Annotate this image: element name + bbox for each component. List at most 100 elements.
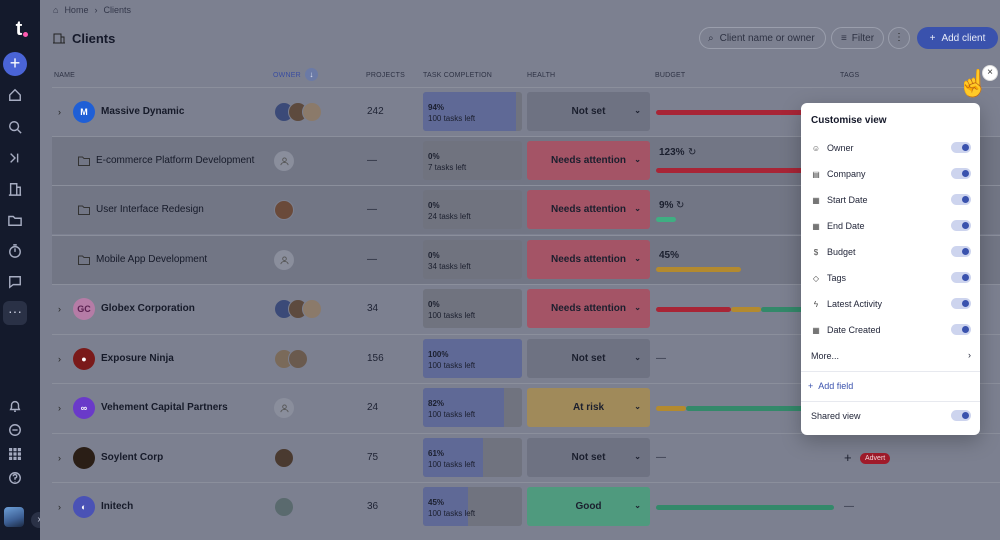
toggle-switch[interactable] xyxy=(951,168,971,179)
health-select[interactable]: Not set ⌄ xyxy=(527,438,650,477)
col-task-completion[interactable]: TASK COMPLETION xyxy=(423,72,492,79)
option-budget[interactable]: $ Budget xyxy=(811,244,971,260)
refresh-icon[interactable]: ↻ xyxy=(676,200,685,211)
toggle-switch[interactable] xyxy=(951,194,971,205)
health-select[interactable]: At risk ⌄ xyxy=(527,388,650,427)
expand-icon[interactable]: › xyxy=(58,453,61,463)
client-name[interactable]: Massive Dynamic xyxy=(101,106,185,117)
toggle-switch[interactable] xyxy=(951,220,971,231)
table-row[interactable]: › M Massive Dynamic 242 94% 100 tasks lef… xyxy=(52,87,1000,136)
task-percent: 100% xyxy=(428,350,449,359)
toggle-switch[interactable] xyxy=(951,272,971,283)
inbox-icon[interactable] xyxy=(5,148,25,168)
client-name[interactable]: Initech xyxy=(101,501,134,512)
expand-icon[interactable]: › xyxy=(58,354,61,364)
tasks-left: 7 tasks left xyxy=(428,163,467,172)
health-select[interactable]: Needs attention ⌄ xyxy=(527,289,650,328)
client-name[interactable]: Exposure Ninja xyxy=(101,353,174,364)
client-name[interactable]: Soylent Corp xyxy=(101,452,164,463)
project-name[interactable]: Mobile App Development xyxy=(96,254,208,265)
table-row[interactable]: › ● Exposure Ninja 156 100% 100 tasks lef… xyxy=(52,334,1000,383)
toggle-switch[interactable] xyxy=(951,142,971,153)
create-button[interactable]: + xyxy=(3,52,27,76)
search-input[interactable]: ⌕ Client name or owner xyxy=(699,27,826,49)
col-owner[interactable]: OWNER xyxy=(273,72,301,79)
expand-icon[interactable]: › xyxy=(58,107,61,117)
option-shared-view[interactable]: Shared view xyxy=(811,408,971,424)
col-projects[interactable]: PROJECTS xyxy=(366,72,405,79)
more-apps-button[interactable]: ··· xyxy=(3,301,27,325)
health-select[interactable]: Not set ⌄ xyxy=(527,92,650,131)
support-icon[interactable] xyxy=(5,420,25,440)
expand-icon[interactable]: › xyxy=(58,403,61,413)
option-tags[interactable]: ◇ Tags xyxy=(811,270,971,286)
health-select[interactable]: Good ⌄ xyxy=(527,487,650,526)
table-row[interactable]: › Soylent Corp 75 61% 100 tasks left Not … xyxy=(52,433,1000,482)
health-select[interactable]: Not set ⌄ xyxy=(527,339,650,378)
help-icon[interactable] xyxy=(5,468,25,488)
more-options-button[interactable]: ⋮ xyxy=(888,27,910,49)
expand-icon[interactable]: › xyxy=(58,304,61,314)
health-select[interactable]: Needs attention ⌄ xyxy=(527,190,650,229)
table-row[interactable]: › ∞ Vehement Capital Partners 24 82% 100 … xyxy=(52,383,1000,432)
col-tags[interactable]: TAGS xyxy=(840,72,860,79)
col-health[interactable]: HEALTH xyxy=(527,72,556,79)
home-icon[interactable] xyxy=(5,85,25,105)
budget-empty: — xyxy=(656,452,666,463)
owner-avatars[interactable] xyxy=(274,102,322,122)
user-avatar[interactable] xyxy=(4,507,24,527)
chat-icon[interactable] xyxy=(5,272,25,292)
owner-avatars[interactable] xyxy=(274,349,308,369)
close-panel-button[interactable]: × xyxy=(982,65,998,81)
option-start-date[interactable]: ▦ Start Date xyxy=(811,192,971,208)
client-name[interactable]: Vehement Capital Partners xyxy=(101,402,228,413)
toggle-switch[interactable] xyxy=(951,246,971,257)
health-select[interactable]: Needs attention ⌄ xyxy=(527,141,650,180)
table-header: NAME OWNER ↓ PROJECTS TASK COMPLETION HE… xyxy=(40,68,1000,84)
task-percent: 0% xyxy=(428,201,440,210)
option-latest-activity[interactable]: ϟ Latest Activity xyxy=(811,296,971,312)
owner-avatars[interactable] xyxy=(274,448,294,468)
owner-avatars[interactable] xyxy=(274,250,294,270)
search-icon[interactable] xyxy=(5,117,25,137)
table-row[interactable]: › ◐ Initech 36 45% 100 tasks left Good ⌄ — xyxy=(52,482,1000,531)
home-icon[interactable]: ⌂ xyxy=(53,5,59,15)
bell-icon[interactable] xyxy=(5,396,25,416)
add-tag-button[interactable]: + xyxy=(844,450,852,465)
col-name[interactable]: NAME xyxy=(54,72,76,79)
option-end-date[interactable]: ▦ End Date xyxy=(811,218,971,234)
client-name[interactable]: Globex Corporation xyxy=(101,303,195,314)
option-owner[interactable]: ☺ Owner xyxy=(811,140,971,156)
apps-grid-icon[interactable] xyxy=(5,444,25,464)
project-name[interactable]: E-commerce Platform Development xyxy=(96,155,255,166)
owner-avatars[interactable] xyxy=(274,398,294,418)
building-icon[interactable] xyxy=(5,179,25,199)
brand-logo[interactable]: t xyxy=(8,18,30,40)
sort-down-icon[interactable]: ↓ xyxy=(305,68,318,81)
breadcrumb-home[interactable]: Home xyxy=(64,5,89,15)
toggle-switch[interactable] xyxy=(951,410,971,421)
option-company[interactable]: ▤ Company xyxy=(811,166,971,182)
project-name[interactable]: User Interface Redesign xyxy=(96,204,204,215)
owner-avatars[interactable] xyxy=(274,497,294,517)
owner-avatars[interactable] xyxy=(274,200,294,220)
col-budget[interactable]: BUDGET xyxy=(655,72,686,79)
refresh-icon[interactable]: ↻ xyxy=(688,147,697,158)
owner-avatars[interactable] xyxy=(274,151,294,171)
hand-cursor-icon: ☝ xyxy=(957,68,990,98)
tag-badge[interactable]: Advert xyxy=(860,453,891,464)
folder-icon[interactable] xyxy=(5,210,25,230)
health-select[interactable]: Needs attention ⌄ xyxy=(527,240,650,279)
chevron-down-icon: ⌄ xyxy=(634,501,641,510)
option-date-created[interactable]: ▦ Date Created xyxy=(811,322,971,338)
timer-icon[interactable] xyxy=(5,241,25,261)
toggle-switch[interactable] xyxy=(951,298,971,309)
add-field-button[interactable]: + Add field xyxy=(808,381,853,391)
more-fields-button[interactable]: More... › xyxy=(811,348,971,364)
filter-button[interactable]: ≡ Filter xyxy=(831,27,884,49)
owner-avatars[interactable] xyxy=(274,299,322,319)
table-row[interactable]: › GC Globex Corporation 34 0% 100 tasks l… xyxy=(52,284,1000,333)
toggle-switch[interactable] xyxy=(951,324,971,335)
add-client-button[interactable]: + Add client xyxy=(917,27,998,49)
expand-icon[interactable]: › xyxy=(58,502,61,512)
